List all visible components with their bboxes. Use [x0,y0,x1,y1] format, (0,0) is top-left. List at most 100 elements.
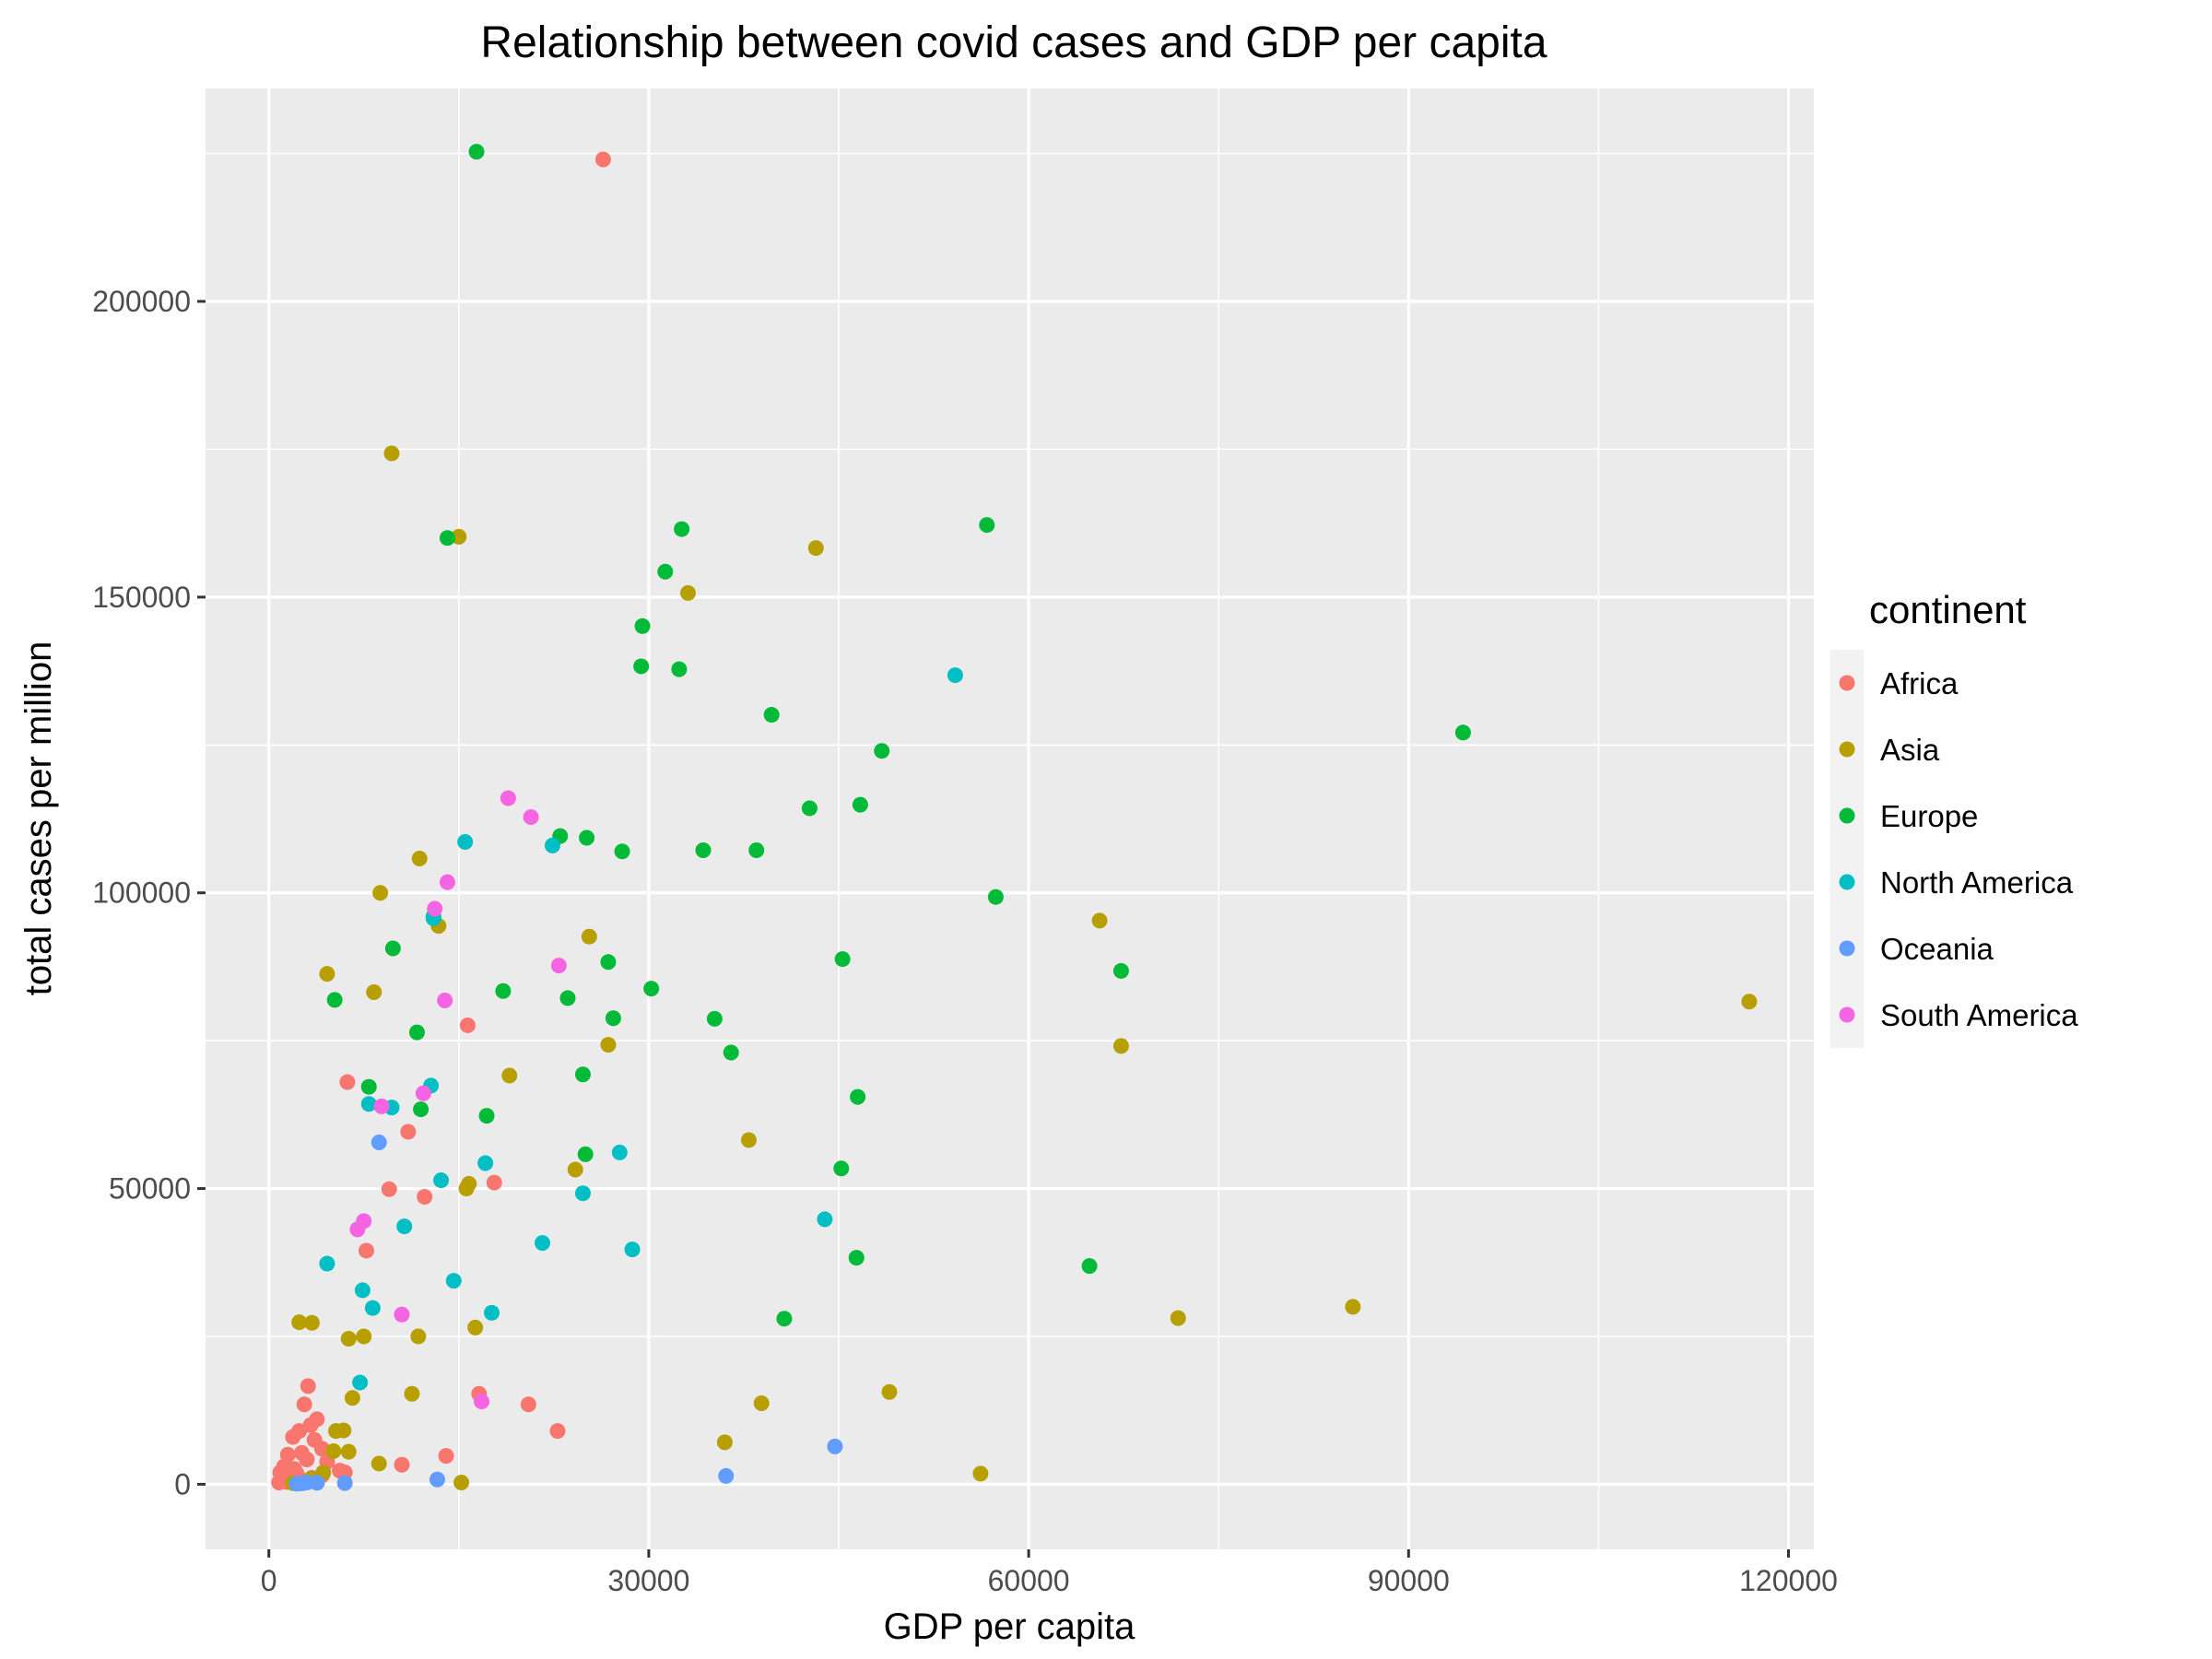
data-point [359,1242,374,1259]
data-point [706,1010,723,1027]
data-point [293,1475,310,1491]
data-point [817,1211,833,1228]
plot-panel [206,88,1814,1549]
data-point [634,618,651,634]
data-point [372,885,389,901]
data-point [349,1221,366,1238]
x-tick-label: 90000 [1368,1564,1450,1597]
data-point [972,1465,989,1482]
data-point [753,1395,770,1411]
x-tick-label: 30000 [607,1564,689,1597]
x-tick-label: 0 [261,1564,277,1597]
data-point [438,1448,454,1465]
data-point [1081,1258,1098,1275]
data-point [468,144,485,160]
data-point [723,1044,739,1061]
data-point [801,800,818,817]
data-point [581,928,597,945]
data-point [336,1475,353,1491]
data-point [544,837,560,853]
series-oceania [288,1135,843,1492]
y-tick-label: 100000 [92,877,191,910]
data-point [763,707,780,724]
data-point [271,1474,288,1490]
legend-label: Africa [1880,666,1959,700]
data-point [344,1390,360,1406]
data-point [339,1074,356,1090]
legend: continent Africa Asia Europe North America O… [1830,588,2078,1048]
data-point [364,1300,381,1316]
data-point [486,1174,502,1191]
data-point [852,796,868,813]
data-point [366,984,382,1001]
data-point [633,658,650,675]
legend-label: Asia [1880,733,1940,767]
data-point [371,1135,387,1151]
data-point [411,850,428,866]
data-point [360,1096,377,1112]
y-tick-label: 150000 [92,581,191,614]
data-point [291,1314,308,1331]
data-point [352,1374,369,1391]
data-point [1112,1038,1129,1054]
data-point [520,1396,536,1413]
x-axis-title: GDP per capita [884,1606,1135,1647]
data-point [1345,1299,1361,1315]
data-point [439,874,455,890]
data-point [410,1328,427,1345]
data-point [674,521,690,537]
data-point [680,584,696,601]
data-point [484,1304,500,1321]
chart-title: Relationship between covid cases and GDP… [480,18,1547,67]
data-point [947,667,963,684]
y-tick-label: 0 [174,1467,191,1500]
data-point [881,1383,898,1400]
data-point [325,1442,342,1459]
data-point [474,1394,490,1410]
legend-label: South America [1880,998,2078,1032]
data-point [457,834,474,851]
data-point [495,982,512,999]
data-point [807,540,824,557]
data-point [394,1456,410,1473]
x-axis: 0 30000 60000 90000 120000 [261,1549,1838,1597]
data-point [309,1475,325,1491]
data-point [433,1172,450,1189]
data-point [549,1423,566,1440]
y-axis: 0 50000 100000 150000 200000 [92,285,206,1500]
data-point [300,1378,316,1394]
data-point [326,992,343,1008]
data-point [360,1078,377,1095]
data-point [445,1273,462,1289]
data-point [319,1255,335,1272]
data-point [600,1037,617,1053]
data-point [987,888,1004,905]
data-point [1091,912,1108,929]
data-point [523,809,539,826]
data-point [579,830,595,846]
data-point [534,1235,550,1252]
data-point [1741,994,1758,1010]
data-point [718,1467,735,1484]
data-point [371,1455,387,1472]
data-point [279,1446,296,1463]
data-point [574,1185,591,1202]
data-point [671,661,688,677]
data-point [695,842,712,859]
data-point [559,990,576,1006]
data-point [404,1385,420,1402]
data-point [624,1241,641,1258]
data-point [381,1181,397,1197]
data-point [459,1017,476,1033]
y-tick-label: 50000 [109,1172,191,1206]
data-point [567,1161,583,1178]
data-point [400,1124,417,1140]
x-tick-label: 120000 [1739,1564,1838,1597]
data-point [296,1396,312,1413]
data-point [335,1422,352,1439]
legend-items: Africa Asia Europe North America Oceania Sout… [1839,666,2078,1032]
data-point [1454,724,1471,741]
legend-key-background [1830,650,1864,1048]
